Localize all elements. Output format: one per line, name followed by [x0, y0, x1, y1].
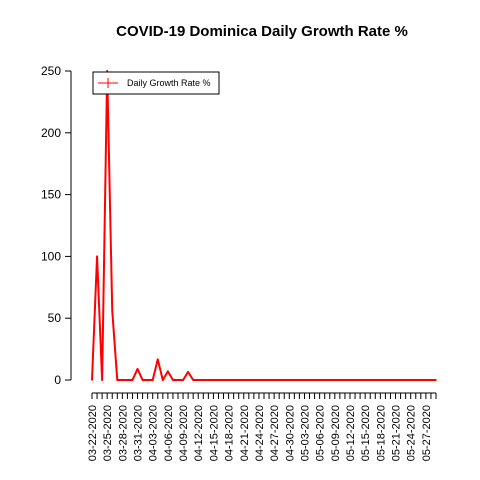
data-point [182, 379, 184, 381]
data-point [435, 379, 437, 381]
y-tick-label: 250 [41, 64, 61, 78]
y-tick-label: 0 [54, 373, 61, 387]
data-point [192, 379, 194, 381]
x-tick-label: 05-24-2020 [406, 405, 418, 461]
x-tick-label: 04-21-2020 [239, 405, 251, 461]
data-point [96, 255, 98, 258]
x-axis: 03-22-2020 03-25-2020 03-28-2020 03-31-2020… [87, 392, 437, 461]
x-tick-label: 05-03-2020 [299, 405, 311, 461]
x-tick-label: 05-09-2020 [330, 405, 342, 461]
data-point [156, 358, 159, 361]
x-tick-label: 05-06-2020 [315, 405, 327, 461]
data-point [111, 309, 114, 312]
data-point [101, 379, 103, 381]
data-point [126, 379, 129, 381]
legend-box [92, 71, 220, 95]
x-tick-label: 05-21-2020 [391, 405, 403, 461]
y-axis: 0 50 100 150 200 250 [41, 64, 72, 387]
chart-title: COVID-19 Dominica Daily Growth Rate % [116, 23, 408, 40]
data-point [172, 379, 174, 381]
data-point [116, 379, 119, 381]
x-tick-label: 04-12-2020 [193, 405, 205, 461]
x-tick-label: 03-25-2020 [102, 405, 114, 461]
x-tick-label: 04-27-2020 [269, 405, 281, 461]
data-point [146, 379, 149, 381]
x-tick-label: 05-18-2020 [375, 405, 387, 461]
data-point [187, 371, 189, 373]
data-point [162, 379, 164, 381]
data-point [121, 379, 124, 381]
data-point [106, 70, 108, 72]
y-tick-label: 200 [41, 126, 61, 140]
data-point [141, 379, 144, 381]
x-tick-label: 03-31-2020 [133, 405, 145, 461]
series-line [91, 70, 436, 381]
y-tick-label: 100 [41, 249, 61, 263]
x-tick-label: 05-15-2020 [360, 405, 372, 461]
data-point [91, 379, 93, 381]
x-tick-label: 03-28-2020 [117, 405, 129, 461]
data-point [167, 370, 169, 373]
data-point [151, 379, 154, 381]
y-tick-label: 50 [48, 311, 62, 325]
x-tick-label: 04-09-2020 [178, 405, 190, 461]
legend-label: Daily Growth Rate % [127, 78, 211, 88]
x-tick-label: 05-12-2020 [345, 405, 357, 461]
y-tick-label: 150 [41, 188, 61, 202]
x-tick-label: 04-06-2020 [163, 405, 175, 461]
x-tick-label: 04-18-2020 [224, 405, 236, 461]
data-point [136, 368, 139, 370]
x-tick-label: 05-27-2020 [421, 405, 433, 461]
data-point [177, 379, 179, 381]
x-tick-label: 04-24-2020 [254, 405, 266, 461]
x-tick-label: 04-03-2020 [148, 405, 160, 461]
x-tick-label: 04-15-2020 [208, 405, 220, 461]
x-tick-label: 04-30-2020 [284, 405, 296, 461]
data-point [131, 379, 134, 381]
plot-area [91, 70, 437, 381]
legend: Daily Growth Rate % [92, 71, 220, 95]
x-tick-label: 03-22-2020 [87, 405, 99, 461]
